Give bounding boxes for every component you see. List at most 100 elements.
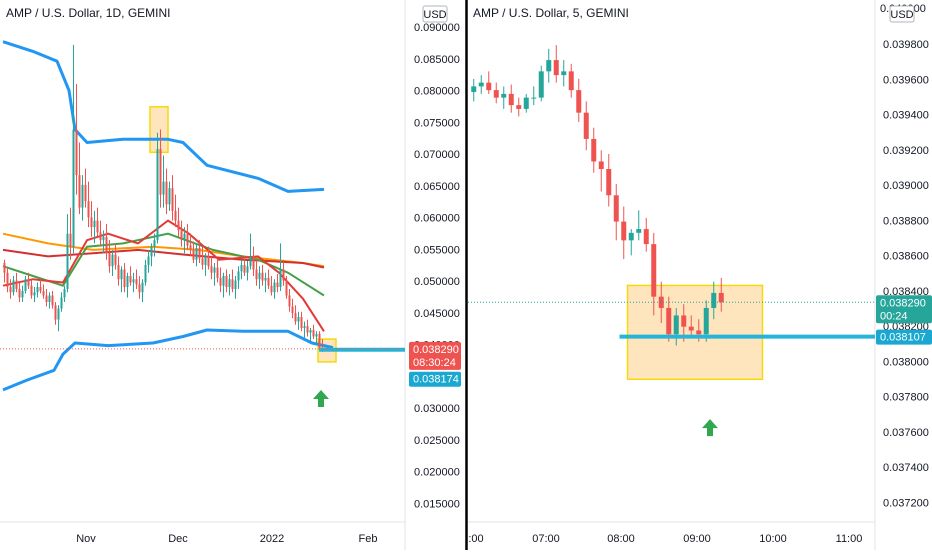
highlight-zone [626,284,764,381]
candle [237,266,240,289]
candle [531,86,537,106]
candle [261,264,264,286]
candle-body [258,272,261,280]
candle [222,272,225,298]
candle [174,194,177,228]
candle-body [36,287,39,293]
y-tick-label: 0.060000 [414,213,460,225]
candle-body [186,233,189,246]
candle [27,272,30,289]
up-arrow-marker [702,419,718,437]
x-tick-label: 10:00 [759,533,787,545]
candle-body [613,195,619,222]
candle [486,71,492,94]
candle-body [141,282,144,293]
candle-body [673,315,679,335]
candle [75,83,78,195]
candle-body [711,292,717,308]
moving-averages [2,219,325,332]
candle [165,168,168,215]
candle [105,223,108,260]
candle [688,315,694,338]
candle [219,267,222,293]
candle-body [249,256,252,267]
candle [123,262,126,293]
y-tick-label: 0.075000 [414,117,460,129]
y-tick-label: 0.038800 [883,215,929,227]
candle [132,272,135,293]
candle [255,259,258,286]
candle-body [207,256,210,267]
currency-button[interactable] [889,5,915,23]
candle-body [9,287,12,293]
candle [240,259,243,280]
candle-body [24,279,27,291]
price-lines [0,347,405,352]
y-tick-label: 0.045000 [414,308,460,320]
currency-button[interactable] [422,5,448,23]
candle [300,311,303,332]
y-tick-label: 0.039600 [883,74,929,86]
candle [54,302,57,325]
candle-body [658,296,664,308]
candle-body [478,82,484,87]
candle [18,282,21,303]
candle-body [312,329,315,337]
candle [297,311,300,330]
candle [598,150,604,192]
y-tick-label: 0.037600 [883,427,929,439]
candle [288,288,291,312]
candle-body [213,267,216,273]
candle-body [180,230,183,241]
currency-label: USD [423,9,446,21]
candle [576,78,582,123]
up-arrow-icon [313,389,329,407]
x-tick-label: Feb [359,533,378,545]
y-tick-label: 0.085000 [414,54,460,66]
candle [81,175,84,221]
y-tick-label: 0.055000 [414,244,460,256]
candle [195,243,198,267]
candle-body [303,326,306,329]
candle-body [306,326,309,333]
candle [636,210,642,241]
candle [583,101,589,151]
candle [57,305,60,332]
candle-body [90,217,93,228]
candle [60,292,63,312]
y-tick-label: 0.037800 [883,392,929,404]
candle-body [703,307,709,335]
candle [153,233,156,257]
candle [309,328,312,342]
candle-body [84,184,87,202]
candle-body [264,277,267,281]
candle-body [111,254,114,267]
price-axis[interactable]: 0.039800 0.039600 0.039400 0.039200 0.039000… [883,39,929,509]
candle [117,256,120,286]
candle [234,275,237,299]
candle-body [18,288,21,298]
support-label: 0.038107 [880,332,926,344]
candle-body [117,264,120,280]
candle [147,249,150,273]
time-axis[interactable]: :00 07:00 08:00 09:00 10:00 11:00 [468,533,862,545]
candle [114,243,117,270]
candle [69,207,72,260]
y-tick-label: 0.039200 [883,145,929,157]
time-axis[interactable]: Nov Dec 2022 Feb [76,533,377,545]
candle-body [240,264,243,272]
candle [264,272,267,293]
candle [84,168,87,208]
candle [201,246,204,270]
candle [613,184,619,241]
candle [658,281,664,323]
candle [135,269,138,289]
candle-body [6,272,9,288]
highlight-zone [149,105,169,154]
candle-body [3,262,6,273]
candle [168,181,171,211]
candle-body [531,97,537,99]
candle [45,288,48,307]
